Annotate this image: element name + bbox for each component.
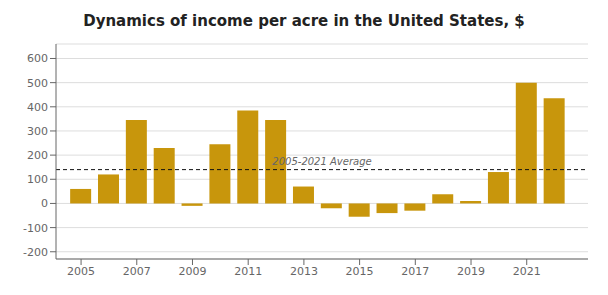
svg-text:2019: 2019 (457, 265, 485, 278)
svg-text:-200: -200 (23, 246, 48, 259)
svg-text:600: 600 (27, 52, 48, 65)
svg-text:500: 500 (27, 77, 48, 90)
svg-text:200: 200 (27, 149, 48, 162)
svg-text:2013: 2013 (290, 265, 318, 278)
svg-text:-100: -100 (23, 222, 48, 235)
html-text:Dynamics of income per acre in: Dynamics of income per acre in the Unite… (83, 12, 525, 30)
svg-text:2005: 2005 (67, 265, 95, 278)
svg-text:2015: 2015 (346, 265, 374, 278)
svg-text:2009: 2009 (178, 265, 206, 278)
svg-text:400: 400 (27, 101, 48, 114)
svg-text:0: 0 (41, 197, 48, 210)
svg-text:2011: 2011 (234, 265, 262, 278)
svg-text:300: 300 (27, 125, 48, 138)
svg-text:2005-2021 Average: 2005-2021 Average (272, 156, 371, 167)
svg-text:2021: 2021 (513, 265, 541, 278)
svg-text:2007: 2007 (123, 265, 151, 278)
svg-text:2017: 2017 (401, 265, 429, 278)
svg-text:100: 100 (27, 173, 48, 186)
